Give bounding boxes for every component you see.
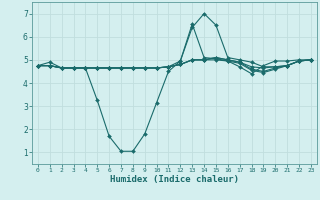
- X-axis label: Humidex (Indice chaleur): Humidex (Indice chaleur): [110, 175, 239, 184]
